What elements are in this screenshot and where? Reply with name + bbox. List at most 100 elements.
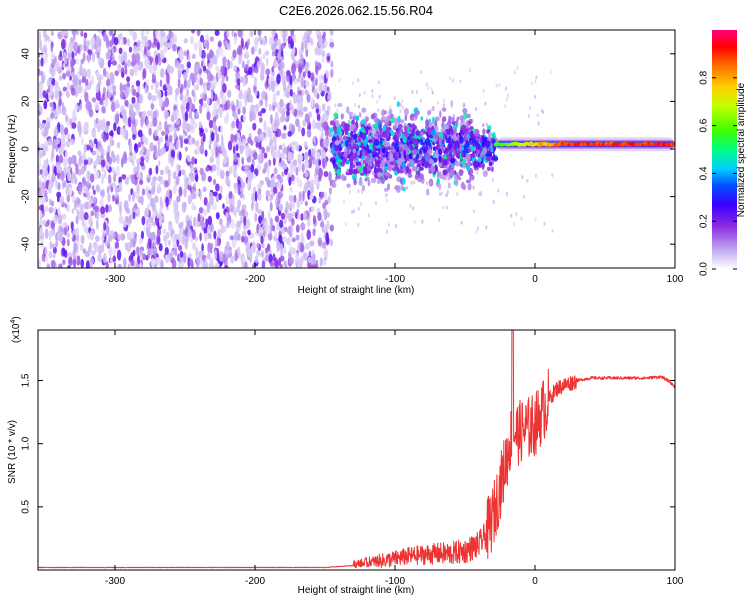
heatmap-cell	[459, 115, 464, 121]
heatmap-cell	[254, 42, 258, 52]
heatmap-cell	[122, 154, 128, 164]
heatmap-cell	[110, 101, 116, 112]
heatmap-cell	[129, 104, 134, 116]
heatmap-cell	[282, 81, 287, 92]
heatmap-cell	[432, 116, 435, 125]
heatmap-cell	[67, 156, 73, 166]
heatmap-cell	[187, 184, 192, 191]
heatmap-cell	[63, 226, 68, 236]
heatmap-cell	[449, 76, 452, 81]
heatmap-cell	[43, 54, 48, 65]
heatmap-cell	[434, 125, 439, 132]
heatmap-cell	[38, 110, 41, 116]
heatmap-cell	[81, 67, 87, 77]
heatmap-cell	[179, 63, 185, 70]
heatmap-cell	[220, 47, 224, 58]
heatmap-cell	[472, 150, 475, 159]
heatmap-cell	[301, 41, 305, 52]
heatmap-cell	[224, 265, 229, 268]
heatmap-cell	[309, 240, 315, 247]
heatmap-cell	[240, 208, 246, 217]
heatmap-cell	[385, 160, 390, 165]
heatmap-cell	[504, 104, 507, 109]
heatmap-cell	[120, 105, 125, 116]
heatmap-cell	[450, 100, 454, 108]
heatmap-cell	[195, 110, 199, 120]
heatmap-cell	[475, 143, 481, 151]
heatmap-cell	[477, 226, 480, 231]
heatmap-cell	[278, 234, 283, 243]
heatmap-cell	[114, 241, 120, 249]
heatmap-cell	[238, 210, 242, 217]
heatmap-cell	[291, 247, 296, 255]
heatmap-cell	[189, 170, 193, 181]
heatmap-cell	[441, 107, 447, 112]
heatmap-cell	[73, 74, 79, 86]
heatmap-cell	[257, 111, 261, 117]
heatmap-cell	[243, 224, 247, 230]
heatmap-cell	[259, 148, 263, 156]
heatmap-cell	[244, 64, 249, 72]
heatmap-cell	[61, 180, 65, 190]
heatmap-cell	[452, 116, 455, 122]
heatmap-cell	[453, 143, 457, 149]
heatmap-cell	[340, 173, 345, 181]
colorbar: 0.0 0.2 0.4 0.6 0.8 Normalized spectral ampl…	[699, 30, 747, 276]
heatmap-cell	[393, 162, 399, 170]
heatmap-cell	[183, 201, 187, 210]
heatmap-cell	[67, 171, 72, 182]
heatmap-cell	[304, 170, 309, 178]
heatmap-cell	[237, 30, 243, 38]
heatmap-cell	[85, 99, 90, 109]
heatmap-cell	[80, 58, 85, 65]
heatmap-cell	[413, 139, 419, 147]
heatmap-cell	[462, 107, 468, 114]
heatmap-cell	[254, 255, 259, 264]
heatmap-cell	[304, 200, 308, 207]
heatmap-cell	[178, 151, 182, 161]
heatmap-cell	[420, 116, 424, 121]
heatmap-cell	[318, 82, 323, 94]
heatmap-cell	[49, 102, 54, 108]
heatmap-cell	[157, 175, 162, 182]
heatmap-cell	[377, 80, 380, 85]
heatmap-cell	[329, 224, 335, 232]
heatmap-cell	[233, 65, 238, 72]
heatmap-cell	[344, 222, 347, 227]
heatmap-cell	[427, 148, 433, 155]
heatmap-cell	[550, 70, 553, 75]
heatmap-cell	[475, 149, 481, 154]
heatmap-cell	[248, 94, 254, 104]
heatmap-cell	[290, 63, 296, 75]
heatmap-cell	[376, 167, 380, 173]
heatmap-cell	[137, 254, 140, 265]
heatmap-cell	[418, 150, 423, 155]
heatmap-cell	[119, 82, 123, 93]
heatmap-cell	[403, 108, 409, 116]
heatmap-cell	[354, 103, 357, 107]
heatmap-cell	[195, 173, 199, 183]
heatmap-cell	[241, 157, 244, 166]
heatmap-cell	[168, 30, 172, 39]
heatmap-cell	[357, 206, 360, 211]
heatmap-cell	[312, 215, 316, 225]
heatmap-cell	[199, 189, 202, 201]
heatmap-cell	[287, 130, 292, 137]
heatmap-cell	[442, 169, 448, 176]
heatmap-cell	[236, 77, 241, 86]
heatmap-cell	[442, 103, 445, 108]
heatmap-cell	[153, 241, 157, 248]
heatmap-cell	[205, 218, 209, 227]
heatmap-cell	[124, 62, 128, 70]
heatmap-cell	[112, 60, 117, 66]
heatmap-cell	[262, 54, 266, 60]
heatmap-cell	[383, 187, 389, 192]
heatmap-cell	[111, 139, 115, 146]
heatmap-cell	[318, 74, 323, 82]
heatmap-cell	[72, 233, 76, 241]
heatmap-cell	[74, 103, 78, 111]
heatmap-cell	[86, 144, 91, 151]
heatmap-cell	[173, 242, 177, 249]
heatmap-cell	[38, 68, 41, 76]
heatmap-cell	[300, 222, 306, 231]
